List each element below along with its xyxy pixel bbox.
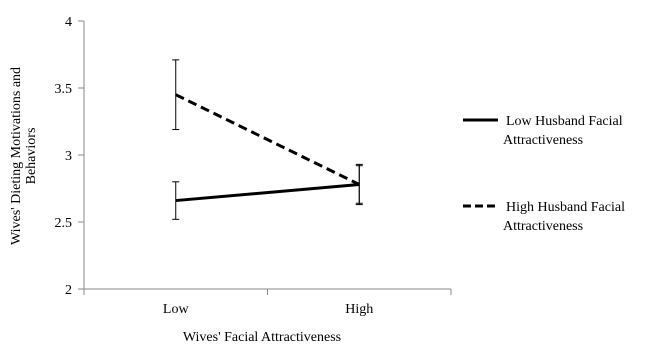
y-axis-title: Wives' Dieting Motivations and Behaviors (9, 67, 39, 245)
y-tick-labels: 2 2.5 3 3.5 4 (55, 15, 84, 298)
legend-item-low-husband: Low Husband Facial Attractiveness (463, 114, 623, 148)
legend-item-high-husband: High Husband Facial Attractiveness (463, 200, 625, 234)
y-tick-label: 3 (65, 149, 72, 164)
x-tick-labels: Low High (83, 289, 452, 317)
y-tick-label: 3.5 (55, 82, 73, 97)
series-line-high-husband (175, 93, 360, 186)
y-axis-title-line-1: Wives' Dieting Motivations and (9, 67, 24, 245)
legend-label-high-husband-line-1: High Husband Facial (506, 200, 625, 215)
axes (83, 21, 451, 290)
y-tick-label: 2 (65, 283, 72, 298)
x-axis-title: Wives' Facial Attractiveness (183, 330, 341, 345)
x-tick-label: Low (163, 302, 190, 317)
legend-label-low-husband-line-2: Attractiveness (503, 133, 583, 148)
series-layer (172, 59, 363, 220)
error-bar (355, 165, 363, 204)
error-bar (172, 59, 180, 131)
legend: Low Husband Facial Attractiveness High H… (463, 114, 625, 234)
series-line-low-husband (175, 182, 360, 203)
error-bar (172, 181, 180, 220)
x-tick-label: High (345, 302, 373, 317)
y-tick-label: 2.5 (55, 216, 73, 231)
y-axis-title-line-2: Behaviors (24, 128, 39, 185)
y-tick-label: 4 (65, 15, 72, 30)
legend-label-low-husband-line-1: Low Husband Facial (506, 114, 623, 129)
legend-label-high-husband-line-2: Attractiveness (503, 219, 583, 234)
